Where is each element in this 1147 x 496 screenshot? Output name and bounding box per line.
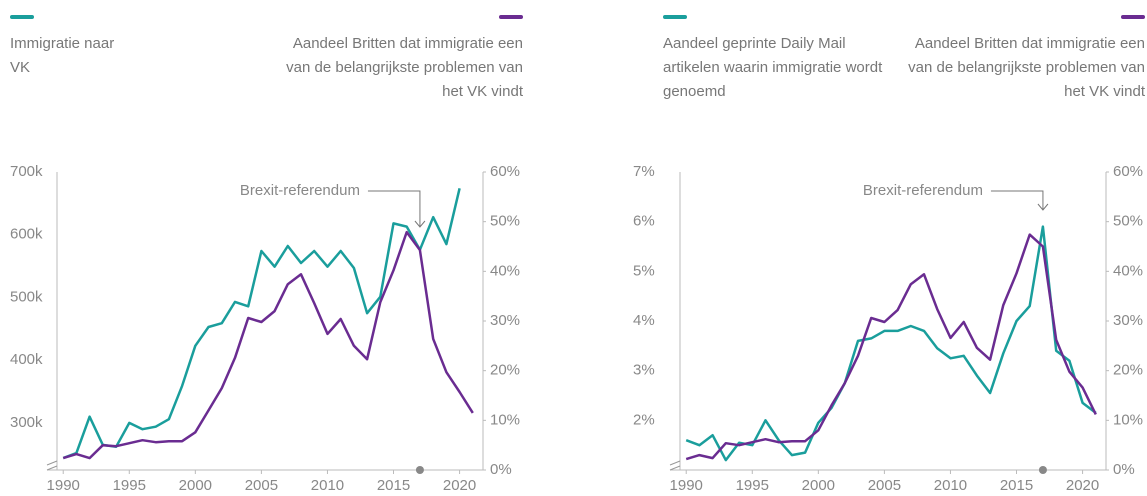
annotation: Brexit-referendum bbox=[240, 182, 360, 199]
legend-label: Aandeel Britten dat immigratie een van d… bbox=[286, 35, 523, 100]
y-tick-label: 6% bbox=[633, 213, 655, 230]
x-tick-label: 2000 bbox=[179, 477, 212, 494]
axis-break bbox=[46, 460, 58, 471]
y2-tick-label: 30% bbox=[1113, 312, 1143, 329]
y2-tick-label: 40% bbox=[490, 262, 520, 279]
annotation-dot bbox=[415, 466, 424, 474]
x-tick-label: 2015 bbox=[1000, 477, 1033, 494]
x-tick-label: 2020 bbox=[1066, 477, 1099, 494]
legend-swatch bbox=[499, 15, 523, 19]
y-tick-label: 600k bbox=[10, 226, 43, 243]
annotation-dot bbox=[1038, 466, 1047, 474]
y2-tick-label: 10% bbox=[490, 411, 520, 428]
x-tick-label: 2010 bbox=[311, 477, 344, 494]
y2-tick-label: 20% bbox=[490, 362, 520, 379]
x-tick-label: 2010 bbox=[934, 477, 967, 494]
annotation-arrow bbox=[367, 190, 426, 228]
series-line bbox=[62, 230, 474, 460]
legend-swatch bbox=[10, 15, 34, 19]
legend-label: Immigratie naar VK bbox=[10, 35, 115, 76]
legend-swatch bbox=[663, 15, 687, 19]
annotation-arrow bbox=[990, 190, 1049, 211]
y2-tick-label: 50% bbox=[490, 213, 520, 230]
y2-tick-label: 30% bbox=[490, 312, 520, 329]
annotation: Brexit-referendum bbox=[863, 182, 983, 199]
axis-break bbox=[669, 460, 681, 471]
y2-tick-label: 40% bbox=[1113, 262, 1143, 279]
legend-label: Aandeel geprinte Daily Mail artikelen wa… bbox=[663, 35, 883, 100]
x-tick-label: 1990 bbox=[47, 477, 80, 494]
y-tick-label: 5% bbox=[633, 262, 655, 279]
y-tick-label: 4% bbox=[633, 312, 655, 329]
x-tick-label: 2000 bbox=[802, 477, 835, 494]
y2-tick-label: 50% bbox=[1113, 213, 1143, 230]
x-tick-label: 1995 bbox=[113, 477, 146, 494]
x-tick-label: 2005 bbox=[868, 477, 901, 494]
y2-tick-label: 10% bbox=[1113, 411, 1143, 428]
y2-tick-label: 0% bbox=[490, 461, 512, 478]
x-tick-label: 2005 bbox=[245, 477, 278, 494]
series-line bbox=[62, 188, 461, 460]
y-tick-label: 3% bbox=[633, 362, 655, 379]
y-tick-label: 700k bbox=[10, 163, 43, 180]
legend-swatch bbox=[1121, 15, 1145, 19]
series-line bbox=[685, 225, 1097, 462]
y2-tick-label: 60% bbox=[490, 163, 520, 180]
x-tick-label: 1995 bbox=[736, 477, 769, 494]
y-tick-label: 2% bbox=[633, 411, 655, 428]
x-tick-label: 2020 bbox=[443, 477, 476, 494]
series-line bbox=[685, 233, 1097, 461]
y2-tick-label: 60% bbox=[1113, 163, 1143, 180]
y-tick-label: 300k bbox=[10, 414, 43, 431]
y-tick-label: 400k bbox=[10, 351, 43, 368]
x-tick-label: 2015 bbox=[377, 477, 410, 494]
y-tick-label: 7% bbox=[633, 163, 655, 180]
y2-tick-label: 0% bbox=[1113, 461, 1135, 478]
legend-label: Aandeel Britten dat immigratie een van d… bbox=[908, 35, 1145, 100]
x-tick-label: 1990 bbox=[670, 477, 703, 494]
y-tick-label: 500k bbox=[10, 288, 43, 305]
y2-tick-label: 20% bbox=[1113, 362, 1143, 379]
